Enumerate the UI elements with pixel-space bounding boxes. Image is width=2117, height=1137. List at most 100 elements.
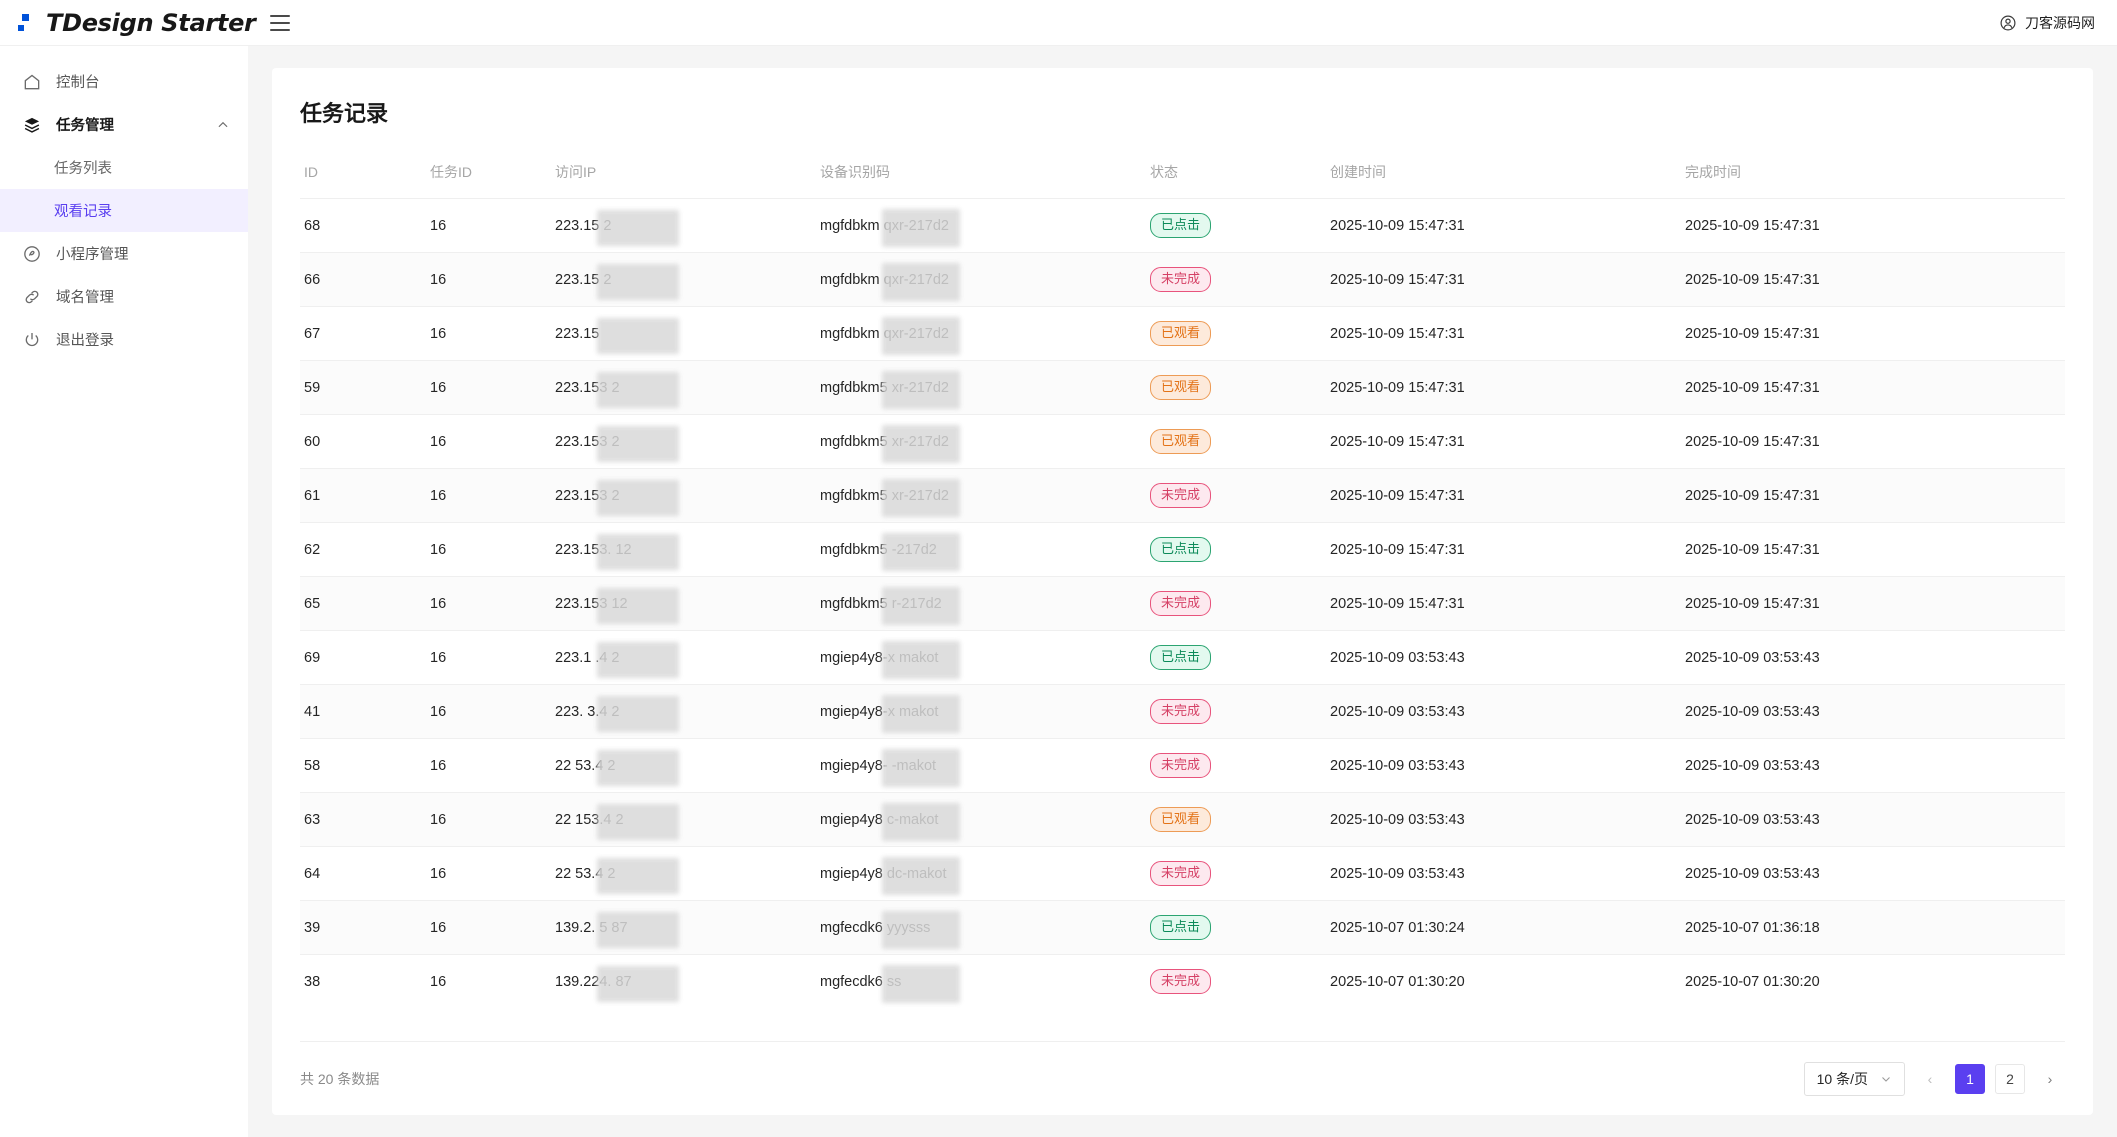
sidebar-item-label: 退出登录 <box>56 333 114 349</box>
cell-finished: 2025-10-09 03:53:43 <box>1685 630 2065 685</box>
cell-device: mgfdbkm5 xr-217d2 <box>820 468 1150 523</box>
cell-ip: 22 53.4 2 <box>555 738 820 793</box>
brand-logo[interactable]: TDesign Starter <box>18 9 256 37</box>
ip-value: 22 53.4 2 <box>555 749 679 786</box>
cell-created: 2025-10-09 03:53:43 <box>1330 846 1685 901</box>
hamburger-icon[interactable] <box>269 14 290 31</box>
table-head: ID 任务ID 访问IP 设备识别码 状态 创建时间 完成时间 <box>300 162 2065 199</box>
cell-ip: 22 153.4 2 <box>555 792 820 847</box>
status-badge: 已点击 <box>1150 212 1212 239</box>
status-badge: 未完成 <box>1150 698 1212 725</box>
watch-records-table: ID 任务ID 访问IP 设备识别码 状态 创建时间 完成时间 68 16 223.… <box>300 162 2065 1009</box>
cell-id: 41 <box>300 684 430 739</box>
ip-value: 223.153 2 <box>555 371 679 408</box>
ip-value: 223.1 .4 2 <box>555 641 679 678</box>
pagination-page-2[interactable]: 2 <box>1995 1063 2025 1094</box>
sidebar-item-domain[interactable]: 域名管理 <box>0 275 248 318</box>
status-badge: 未完成 <box>1150 860 1212 887</box>
device-value: mgiep4y8 c-makot <box>820 802 960 841</box>
cell-id: 61 <box>300 468 430 523</box>
status-badge: 已观看 <box>1150 806 1212 833</box>
cell-created: 2025-10-09 03:53:43 <box>1330 630 1685 685</box>
sidebar-item-dashboard[interactable]: 控制台 <box>0 60 248 103</box>
column-header-created: 创建时间 <box>1330 164 1386 180</box>
cell-task-id: 16 <box>430 252 555 307</box>
page-size-select[interactable]: 10 条/页 <box>1803 1061 1905 1096</box>
ip-value: 223.153 12 <box>555 587 679 624</box>
status-badge: 已观看 <box>1150 428 1212 455</box>
user-menu[interactable]: 刀客源码网 <box>1999 13 2095 33</box>
sidebar-item-task-list[interactable]: 任务列表 <box>0 146 248 189</box>
table-row[interactable]: 69 16 223.1 .4 2 mgiep4y8-x makot 已点击 2025-10… <box>300 630 2065 685</box>
link-icon <box>25 290 39 303</box>
top-bar: TDesign Starter 刀客源码网 <box>0 0 2117 46</box>
chevron-down-icon <box>1882 1076 1890 1082</box>
cell-finished: 2025-10-09 15:47:31 <box>1685 306 2065 361</box>
ip-value: 22 53.4 2 <box>555 857 679 894</box>
total-count-label: 共 20 条数据 <box>300 1070 380 1087</box>
cell-id: 67 <box>300 306 430 361</box>
cell-ip: 223.153 12 <box>555 576 820 631</box>
cell-device: mgfecdk6 ss <box>820 954 1150 1009</box>
cell-task-id: 16 <box>430 846 555 901</box>
sidebar-item-label: 小程序管理 <box>56 247 129 263</box>
cell-created: 2025-10-09 15:47:31 <box>1330 198 1685 253</box>
cell-created: 2025-10-09 15:47:31 <box>1330 252 1685 307</box>
cell-ip: 223.15 2 <box>555 252 820 307</box>
page-title: 任务记录 <box>300 101 389 126</box>
cell-task-id: 16 <box>430 306 555 361</box>
device-value: mgiep4y8- -makot <box>820 748 960 787</box>
status-badge: 未完成 <box>1150 752 1212 779</box>
cell-created: 2025-10-09 15:47:31 <box>1330 360 1685 415</box>
cell-created: 2025-10-09 15:47:31 <box>1330 468 1685 523</box>
column-header-id: ID <box>304 164 318 180</box>
table-row[interactable]: 65 16 223.153 12 mgfdbkm5 r-217d2 未完成 2025-10… <box>300 576 2065 631</box>
table-row[interactable]: 63 16 22 153.4 2 mgiep4y8 c-makot 已观看 2025-10… <box>300 792 2065 847</box>
cell-ip: 223.15 <box>555 306 820 361</box>
table-row[interactable]: 38 16 139.224. 87 mgfecdk6 ss 未完成 2025-10-07 … <box>300 954 2065 1009</box>
device-value: mgfdbkm qxr-217d2 <box>820 208 960 247</box>
pagination-page-1[interactable]: 1 <box>1955 1063 1985 1094</box>
chevron-up-icon <box>218 121 228 127</box>
table-row[interactable]: 58 16 22 53.4 2 mgiep4y8- -makot 未完成 2025-10-… <box>300 738 2065 793</box>
sidebar-item-label: 控制台 <box>56 75 100 91</box>
status-badge: 未完成 <box>1150 969 1212 995</box>
cell-ip: 223.153 2 <box>555 360 820 415</box>
device-value: mgfecdk6 yyysss <box>820 910 960 949</box>
ip-value: 223.153 2 <box>555 479 679 516</box>
cell-status: 已观看 <box>1150 360 1330 415</box>
device-value: mgfdbkm5 r-217d2 <box>820 586 960 625</box>
main-content: 任务记录 ID 任务ID 访问IP 设备识别码 状态 创建时间 完成时间 <box>248 46 2117 1137</box>
table-row[interactable]: 62 16 223.153. 12 mgfdbkm5 -217d2 已点击 2025-10… <box>300 522 2065 577</box>
cell-device: mgfdbkm qxr-217d2 <box>820 306 1150 361</box>
table-row[interactable]: 41 16 223. 3.4 2 mgiep4y8-x makot 未完成 2025-10… <box>300 684 2065 739</box>
sidebar-item-logout[interactable]: 退出登录 <box>0 318 248 361</box>
sidebar-item-miniprogram[interactable]: 小程序管理 <box>0 232 248 275</box>
pagination: 10 条/页 ‹ 1 2 › <box>1803 1061 2065 1096</box>
cell-finished: 2025-10-09 03:53:43 <box>1685 792 2065 847</box>
layers-icon <box>24 117 40 133</box>
pagination-prev-button[interactable]: ‹ <box>1915 1063 1945 1094</box>
cell-finished: 2025-10-09 15:47:31 <box>1685 414 2065 469</box>
sidebar-item-task-management[interactable]: 任务管理 <box>0 103 248 146</box>
power-icon <box>25 332 39 346</box>
cell-finished: 2025-10-09 15:47:31 <box>1685 522 2065 577</box>
cell-task-id: 16 <box>430 414 555 469</box>
table-row[interactable]: 39 16 139.2. 5 87 mgfecdk6 yyysss 已点击 2025-10… <box>300 900 2065 955</box>
cell-id: 58 <box>300 738 430 793</box>
device-value: mgfecdk6 ss <box>820 964 960 1003</box>
cell-id: 62 <box>300 522 430 577</box>
cell-device: mgfdbkm5 xr-217d2 <box>820 360 1150 415</box>
miniprogram-icon <box>24 245 40 262</box>
user-circle-icon <box>2000 15 2016 30</box>
cell-status: 已点击 <box>1150 630 1330 685</box>
pagination-next-button[interactable]: › <box>2035 1063 2065 1094</box>
sidebar-item-watch-records[interactable]: 观看记录 <box>0 189 248 232</box>
